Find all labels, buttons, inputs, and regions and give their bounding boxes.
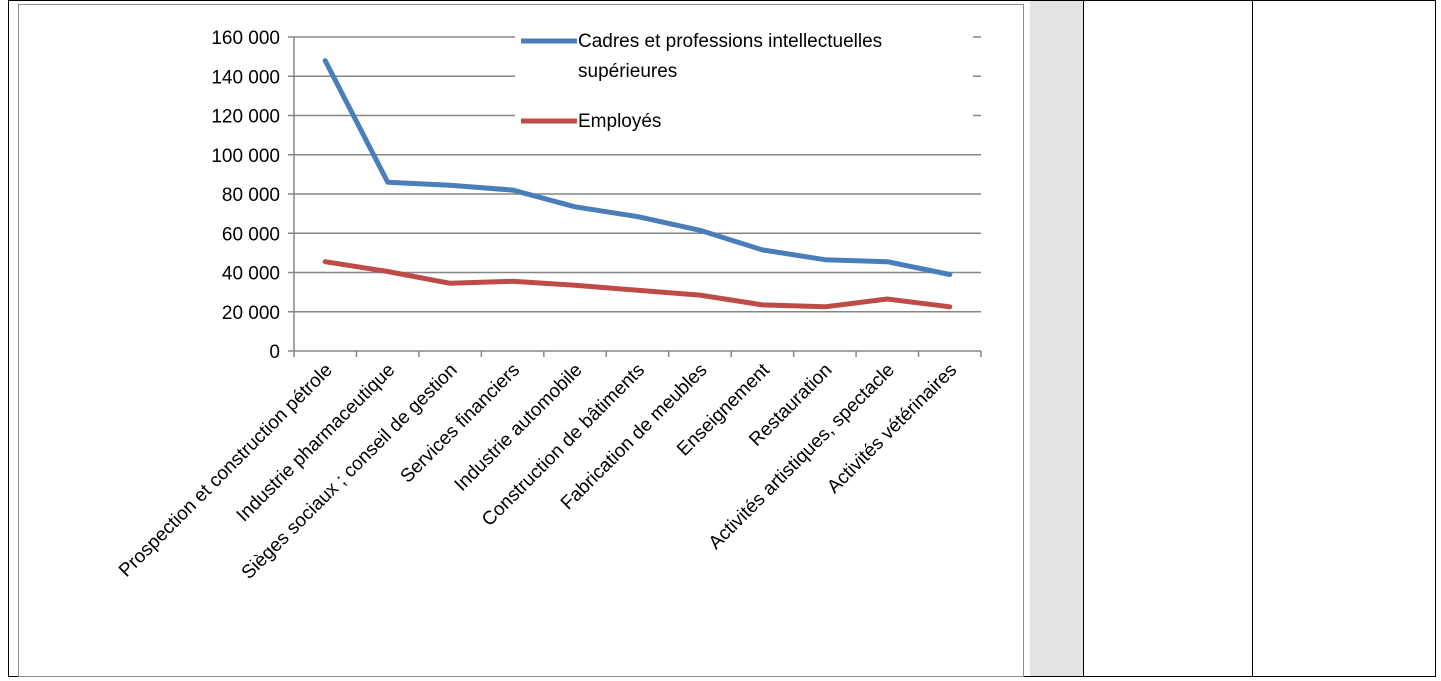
- y-tick-label: 20 000: [222, 303, 280, 324]
- series-line: [325, 262, 950, 307]
- y-tick-label: 80 000: [222, 185, 280, 206]
- y-axis-tick-labels: 0 20 000 40 000 60 000 80 000 100 000 120 000 1…: [211, 28, 280, 363]
- empty-table-cell: [1252, 0, 1436, 677]
- series-line: [325, 61, 950, 275]
- y-tick-label: 120 000: [211, 107, 280, 128]
- y-tick-label: 160 000: [211, 28, 280, 49]
- chart-canvas: 0 20 000 40 000 60 000 80 000 100 000 120 000 1…: [19, 5, 1023, 676]
- y-tick-label: 40 000: [222, 264, 280, 285]
- y-tick-label: 100 000: [211, 146, 280, 167]
- empty-table-cell: [1083, 0, 1253, 677]
- line-chart: 0 20 000 40 000 60 000 80 000 100 000 120 000 1…: [18, 4, 1024, 677]
- series-lines: [325, 60, 950, 306]
- x-tick-label: Prospection et construction pétrole: [115, 360, 337, 582]
- shaded-table-cell: [1030, 0, 1084, 677]
- y-tick-label: 60 000: [222, 224, 280, 245]
- y-tick-label: 140 000: [211, 67, 280, 88]
- legend-label: Employés: [578, 111, 661, 132]
- y-tick-label: 0: [269, 342, 280, 363]
- legend-entry: Employés: [515, 105, 973, 139]
- x-tick-label: Services financiers: [397, 360, 525, 488]
- x-axis-tick-labels: Prospection et construction pétroleIndus…: [115, 359, 961, 583]
